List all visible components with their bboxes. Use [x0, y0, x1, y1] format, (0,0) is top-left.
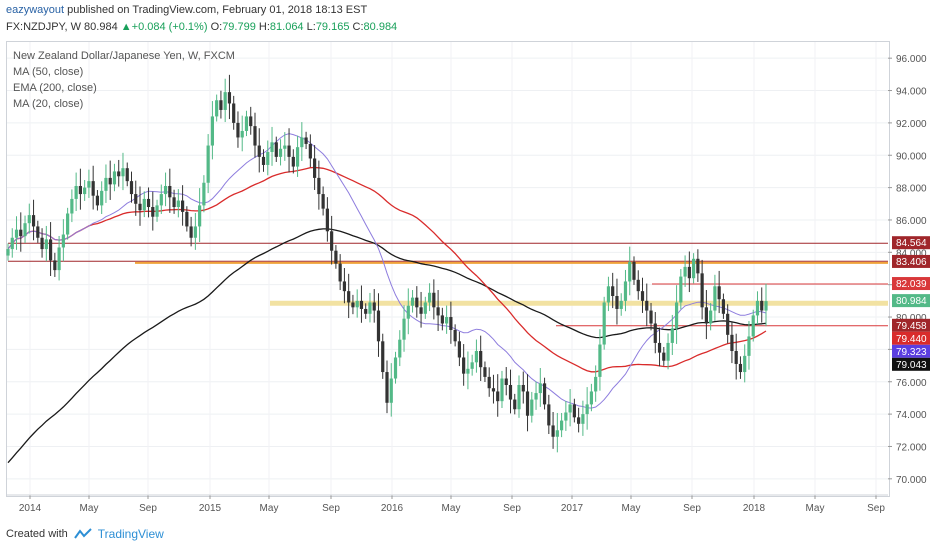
y-tick-label: 94.000 [896, 87, 927, 98]
y-tick-label: 80.000 [896, 313, 927, 324]
x-tick-label: Sep [683, 503, 701, 514]
price-label-box [892, 254, 930, 268]
legend-ma50[interactable]: MA (50, close) [13, 66, 84, 78]
publish-info: published on TradingView.com, February 0… [67, 4, 368, 16]
x-tick-label: May [622, 503, 641, 514]
price-label-box [892, 294, 930, 308]
y-tick-label: 96.000 [896, 54, 927, 65]
close-label: C: [352, 21, 364, 33]
price-label-text: 79.458 [896, 321, 927, 332]
price-label-text: 80.984 [896, 296, 927, 307]
x-tick-label: Sep [139, 503, 157, 514]
price-label-text: 82.039 [896, 279, 927, 290]
x-tick-label: Sep [503, 503, 521, 514]
ohlc-line: FX:NZDJPY, W 80.984 ▲+0.084 (+0.1%) O:79… [6, 21, 397, 33]
y-tick-label: 72.000 [896, 442, 927, 453]
y-tick-label: 92.000 [896, 119, 927, 130]
x-tick-label: 2016 [381, 503, 404, 514]
price-label-text: 79.323 [896, 347, 927, 358]
footer: Created with TradingView [6, 527, 164, 541]
y-tick-label: 86.000 [896, 216, 927, 227]
price-labels: 84.564 83.406 82.039 80.984 79.458 79.440 79.3… [892, 236, 930, 371]
author-link[interactable]: eazywayout [6, 4, 65, 16]
change-value: +0.084 (+0.1%) [131, 21, 208, 33]
x-tick-label: Sep [322, 503, 340, 514]
y-tick-label: 74.000 [896, 410, 927, 421]
price-axis: 96.000 94.000 92.000 90.000 88.000 86.000 84.0… [888, 54, 927, 486]
x-tick-label: 2017 [561, 503, 584, 514]
price-label-box [892, 331, 930, 345]
x-tick-label: May [80, 503, 99, 514]
legend-ema200[interactable]: EMA (200, close) [13, 82, 97, 94]
symbol-label: FX:NZDJPY, W [6, 21, 81, 33]
legend-title: New Zealand Dollar/Japanese Yen, W, FXCM [13, 50, 235, 62]
x-tick-label: 2018 [743, 503, 766, 514]
price-label-text: 79.043 [896, 360, 927, 371]
x-tick-label: 2015 [199, 503, 222, 514]
high-value: 81.064 [269, 21, 304, 33]
x-tick-label: May [442, 503, 461, 514]
last-price: 80.984 [84, 21, 118, 33]
open-value: 79.799 [222, 21, 256, 33]
created-with-label: Created with [6, 528, 68, 540]
low-label: L: [306, 21, 316, 33]
x-tick-label: Sep [867, 503, 885, 514]
open-label: O: [210, 21, 223, 33]
up-arrow-icon: ▲ [120, 21, 132, 33]
y-tick-label: 90.000 [896, 151, 927, 162]
y-tick-label: 70.000 [896, 475, 927, 486]
y-tick-label: 88.000 [896, 184, 927, 195]
legend-ma20[interactable]: MA (20, close) [13, 98, 84, 110]
y-tick-label: 76.000 [896, 378, 927, 389]
low-value: 79.165 [315, 21, 350, 33]
price-label-text: 79.440 [896, 334, 927, 345]
publish-line: eazywayout published on TradingView.com,… [6, 4, 367, 16]
close-value: 80.984 [363, 21, 398, 33]
high-label: H: [258, 21, 270, 33]
y-tick-label: 82.000 [896, 281, 927, 292]
price-label-box [892, 344, 930, 358]
tradingview-logo-icon [73, 528, 92, 539]
y-tick-label: 84.000 [896, 248, 927, 259]
price-label-box [892, 357, 930, 371]
x-tick-label: May [806, 503, 825, 514]
price-label-text: 83.406 [896, 257, 927, 268]
tradingview-brand[interactable]: TradingView [97, 527, 164, 541]
chart-legend: New Zealand Dollar/Japanese Yen, W, FXCM… [13, 48, 235, 112]
time-axis: 2014 May Sep 2015 May Sep 2016 May Sep 2017 May Sep… [7, 494, 888, 514]
price-label-box [892, 318, 930, 332]
price-label-box [892, 236, 930, 250]
x-tick-label: May [260, 503, 279, 514]
price-label-text: 84.564 [896, 238, 927, 249]
x-tick-label: 2014 [19, 503, 42, 514]
price-label-box [892, 277, 930, 291]
y-tick-label: 78.000 [896, 345, 927, 356]
